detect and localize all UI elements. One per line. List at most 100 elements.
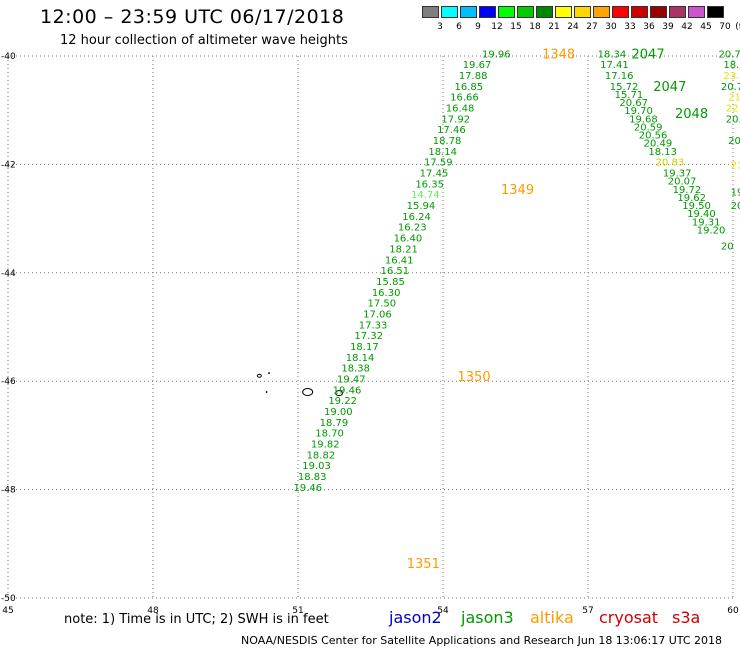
swh-value-label: 19.46: [294, 483, 323, 494]
swh-value-label: 20.07: [668, 177, 697, 188]
satellite-legend-cryosat: cryosat: [599, 608, 659, 627]
color-swatch: [422, 6, 439, 18]
swh-value-label: 17.16: [605, 71, 634, 82]
color-swatch: [631, 6, 648, 18]
color-tick-label: 36: [643, 22, 655, 32]
color-swatch: [536, 6, 553, 18]
swh-value-label: 18.21: [389, 244, 418, 255]
color-tick-label: 3: [437, 22, 443, 32]
satellite-legend-jason2: jason2: [389, 608, 442, 627]
swh-value-label: 16.35: [415, 179, 444, 190]
lat-tick-label: -48: [1, 486, 16, 496]
swh-value-label: 18.78: [433, 136, 462, 147]
swh-value-label: 18.34: [598, 49, 627, 60]
swh-value-label: 20.7: [726, 114, 740, 125]
pass-number-label: 2047: [653, 80, 686, 95]
swh-value-label: 19.20: [697, 225, 726, 236]
swh-value-label: 19.22: [328, 396, 357, 407]
color-swatch: [593, 6, 610, 18]
satellite-legend-s3a: s3a: [672, 608, 701, 627]
swh-value-label: 17.32: [354, 331, 383, 342]
color-swatch: [479, 6, 496, 18]
color-unit-label: (ft): [735, 22, 740, 32]
color-tick-label: 42: [681, 22, 693, 32]
swh-value-label: 19.46: [333, 385, 362, 396]
map-subtitle: 12 hour collection of altimeter wave hei…: [60, 33, 348, 48]
color-swatch: [612, 6, 629, 18]
credit-line: NOAA/NESDIS Center for Satellite Applica…: [241, 634, 723, 647]
color-tick-label: 15: [510, 22, 522, 32]
satellite-legend-altika: altika: [530, 608, 574, 627]
color-tick-label: 12: [491, 22, 503, 32]
swh-value-label: 19.70: [624, 106, 653, 117]
color-tick-label: 70: [719, 22, 731, 32]
swh-value-label: 19.82: [311, 440, 340, 451]
swh-value-label: 17.33: [359, 320, 388, 331]
color-swatch: [460, 6, 477, 18]
color-swatch: [517, 6, 534, 18]
color-tick-label: 6: [456, 22, 462, 32]
lon-tick-label: 54: [437, 606, 449, 616]
swh-value-label: 17.88: [459, 71, 488, 82]
color-swatch: [707, 6, 724, 18]
swh-value-label: 15.85: [376, 277, 405, 288]
color-swatch: [498, 6, 515, 18]
swh-value-label: 15.94: [407, 201, 436, 212]
color-swatch: [441, 6, 458, 18]
swh-value-label: 15.72: [610, 82, 639, 93]
swh-value-label: 18.79: [320, 418, 349, 429]
swh-value-label: 18.70: [315, 429, 344, 440]
pass-number-label: 2048: [675, 107, 708, 122]
swh-value-label: 20: [731, 201, 740, 212]
lon-tick-label: 45: [2, 606, 13, 616]
swh-value-label: 15.71: [615, 90, 644, 101]
swh-value-label: 17.06: [363, 309, 392, 320]
swh-value-label: 16.48: [446, 103, 475, 114]
swh-value-label: 20.59: [634, 122, 663, 133]
swh-value-label: 20.83: [656, 158, 685, 169]
swh-value-label: 19.03: [302, 461, 331, 472]
swh-value-label: 17.41: [600, 60, 629, 71]
pass-number-label: 1351: [407, 557, 440, 572]
swh-value-label: 17.59: [424, 158, 453, 169]
swh-value-label: 16.23: [398, 223, 427, 234]
swh-value-label: 20.49: [644, 139, 673, 150]
swh-value-label: 17.92: [441, 114, 470, 125]
pass-number-label: 2047: [632, 47, 665, 62]
color-tick-label: 27: [586, 22, 598, 32]
swh-value-label: 17.45: [420, 169, 449, 180]
island-outline: [302, 388, 314, 397]
swh-value-label: 18.17: [350, 342, 379, 353]
color-tick-label: 30: [605, 22, 617, 32]
swh-value-label: 16.85: [454, 82, 483, 93]
lon-tick-label: 51: [292, 606, 303, 616]
lat-tick-label: -42: [1, 160, 16, 170]
swh-value-label: 20.7: [721, 82, 740, 93]
swh-value-label: 21.1: [728, 93, 740, 104]
color-tick-label: 33: [624, 22, 636, 32]
color-swatch: [688, 6, 705, 18]
island-outline: [335, 390, 344, 397]
color-swatch: [574, 6, 591, 18]
swh-value-label: 14.74: [411, 190, 440, 201]
satellite-legend-jason3: jason3: [461, 608, 514, 627]
swh-value-label: 19.00: [324, 407, 353, 418]
swh-value-label: 19.68: [629, 114, 658, 125]
color-swatch: [669, 6, 686, 18]
swh-value-label: 17.46: [437, 125, 466, 136]
lat-tick-label: -50: [1, 594, 16, 604]
swh-value-label: 23.3: [723, 71, 740, 82]
swh-value-label: 19.47: [337, 374, 366, 385]
swh-value-label: 19.50: [682, 201, 711, 212]
color-swatch: [650, 6, 667, 18]
swh-value-label: 18.16: [723, 60, 740, 71]
swh-value-label: 16.24: [402, 212, 431, 223]
pass-number-label: 1349: [501, 183, 534, 198]
swh-value-label: 18.82: [307, 450, 336, 461]
swh-value-label: 20.56: [639, 131, 668, 142]
swh-value-label: 18.14: [428, 147, 457, 158]
lat-tick-label: -44: [1, 269, 16, 279]
swh-value-label: 16.40: [394, 234, 423, 245]
swh-value-label: 19: [731, 188, 740, 199]
